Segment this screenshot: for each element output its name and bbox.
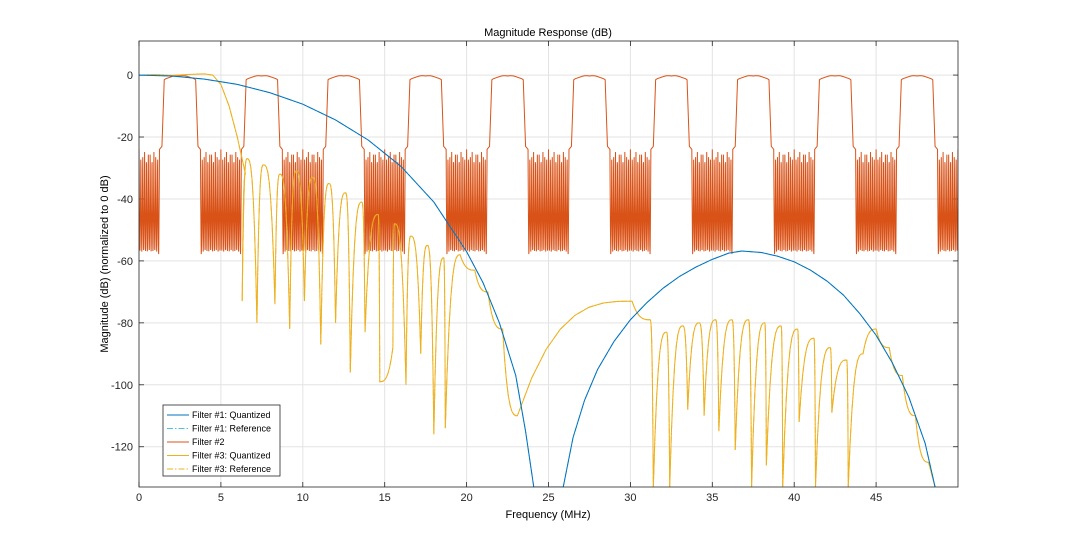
legend[interactable]: Filter #1: Quantized Filter #1: Reference… — [162, 404, 281, 477]
y-tick-label: -40 — [117, 194, 133, 206]
x-tick-label: 0 — [136, 492, 142, 504]
x-tick-labels: 0 5 10 15 20 25 30 35 40 45 — [136, 492, 882, 504]
series-line-filter-2 — [139, 75, 958, 255]
y-tick-label: -60 — [117, 256, 133, 268]
y-tick-label: 0 — [127, 70, 133, 82]
x-tick-label: 15 — [379, 492, 391, 504]
y-tick-labels: 0 -20 -40 -60 -80 -100 -120 — [111, 70, 133, 454]
x-tick-label: 35 — [706, 492, 718, 504]
plot-area-border — [138, 40, 959, 488]
legend-entry-label: Filter #1: Reference — [192, 424, 271, 434]
series-line-filter-3-reference — [139, 73, 936, 487]
x-tick-label: 20 — [460, 492, 472, 504]
series-lines — [139, 73, 958, 487]
legend-entry-label: Filter #3: Reference — [192, 464, 271, 474]
legend-entry-label: Filter #2 — [192, 437, 225, 447]
y-axis-label: Magnitude (dB) (normalized to 0 dB) — [99, 175, 111, 352]
legend-box — [162, 404, 281, 477]
series-line-filter-1-quantized — [139, 74, 936, 487]
y-tick-label: -120 — [111, 442, 133, 454]
y-tick-label: -20 — [117, 132, 133, 144]
y-tick-label: -100 — [111, 380, 133, 392]
x-tick-label: 45 — [870, 492, 882, 504]
x-tick-label: 5 — [218, 492, 224, 504]
x-axis-label: Frequency (MHz) — [506, 509, 591, 521]
legend-entry-label: Filter #3: Quantized — [192, 451, 271, 461]
x-tick-label: 10 — [297, 492, 309, 504]
x-tick-label: 25 — [542, 492, 554, 504]
x-tick-label: 40 — [788, 492, 800, 504]
legend-entry-label: Filter #1: Quantized — [192, 410, 271, 420]
x-tick-label: 30 — [624, 492, 636, 504]
chart-title: Magnitude Response (dB) — [484, 27, 612, 39]
grid — [138, 41, 958, 487]
y-tick-label: -80 — [117, 318, 133, 330]
